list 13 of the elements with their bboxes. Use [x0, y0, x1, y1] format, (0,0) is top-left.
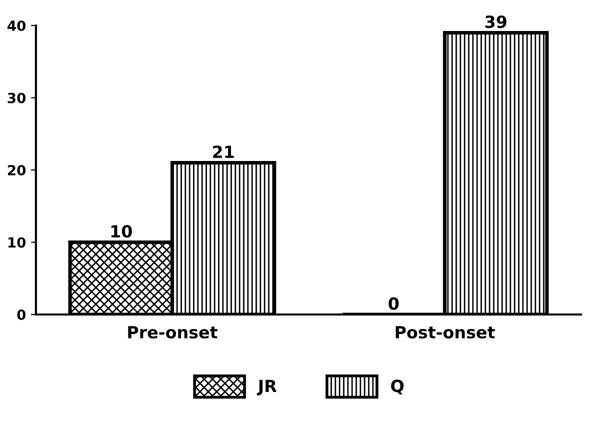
y-tick-label: 0 — [17, 309, 26, 320]
y-tick-label: 30 — [8, 92, 26, 104]
data-label: 0 — [388, 297, 399, 310]
legend-label: JR — [256, 380, 277, 396]
data-label: 10 — [111, 225, 132, 238]
data-label: 21 — [213, 146, 234, 158]
y-tick-label: 10 — [8, 237, 26, 248]
y-tick-label: 20 — [8, 164, 26, 176]
legend-label: Q — [391, 380, 404, 394]
y-tick-label: 40 — [8, 20, 26, 31]
data-label: 39 — [485, 16, 506, 28]
x-tick-label: Post-onset — [396, 326, 495, 339]
x-tick-label: Pre-onset — [128, 326, 218, 339]
